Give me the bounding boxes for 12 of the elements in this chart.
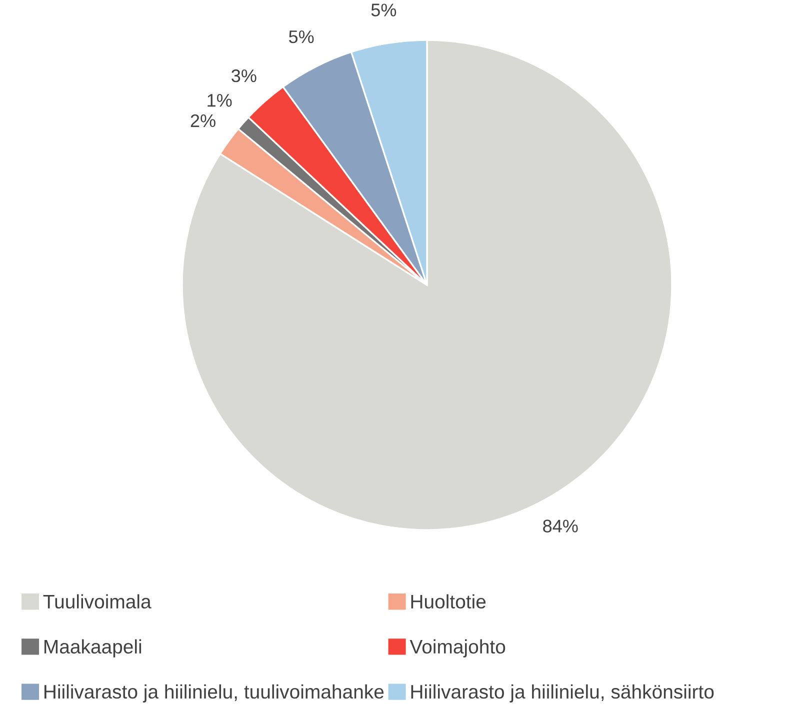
data-label: 3% <box>232 69 256 82</box>
data-label: 2% <box>190 114 216 128</box>
legend-label: Voimajohto <box>410 639 506 658</box>
legend-label: Hiilivarasto ja hiilinielu, tuulivoimahanke <box>44 684 384 702</box>
data-label: 1% <box>208 94 232 107</box>
data-label: 84% <box>543 520 578 532</box>
legend-label: Hiilivarasto ja hiilinielu, sähkönsiirto <box>411 684 714 702</box>
legend-label: Huoltotie <box>411 594 486 609</box>
legend-label: Maakaapeli <box>44 639 142 658</box>
data-label: 5% <box>288 30 314 44</box>
legend-label: Tuulivoimala <box>43 594 152 609</box>
data-label: 5% <box>371 4 396 16</box>
